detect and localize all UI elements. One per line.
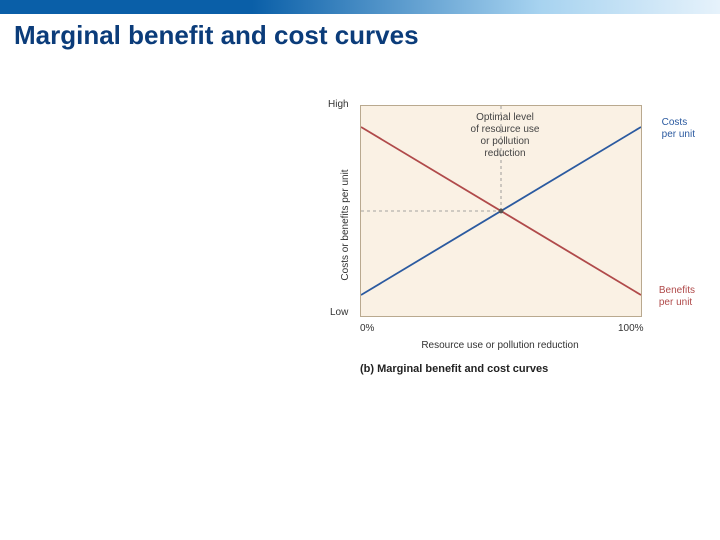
- x-axis-label: Resource use or pollution reduction: [360, 340, 640, 351]
- y-tick-low: Low: [330, 307, 348, 318]
- chart-container: Costs or benefits per unit High Low Opti…: [300, 95, 660, 375]
- y-axis-label: Costs or benefits per unit: [340, 169, 351, 280]
- x-tick-max: 100%: [618, 323, 644, 334]
- plot-outer: Costs or benefits per unit High Low Opti…: [300, 95, 660, 355]
- chart-caption: (b) Marginal benefit and cost curves: [300, 363, 660, 375]
- intersection-dot: [499, 209, 504, 214]
- optimal-label: Optimal level of resource use or polluti…: [463, 112, 547, 160]
- page-title: Marginal benefit and cost curves: [14, 20, 720, 51]
- x-tick-min: 0%: [360, 323, 374, 334]
- benefits-label: Benefits per unit: [659, 285, 695, 309]
- costs-label: Costs per unit: [662, 117, 695, 141]
- y-tick-high: High: [328, 99, 349, 110]
- plot-area: Optimal level of resource use or polluti…: [360, 105, 642, 317]
- header-bar: [0, 0, 720, 14]
